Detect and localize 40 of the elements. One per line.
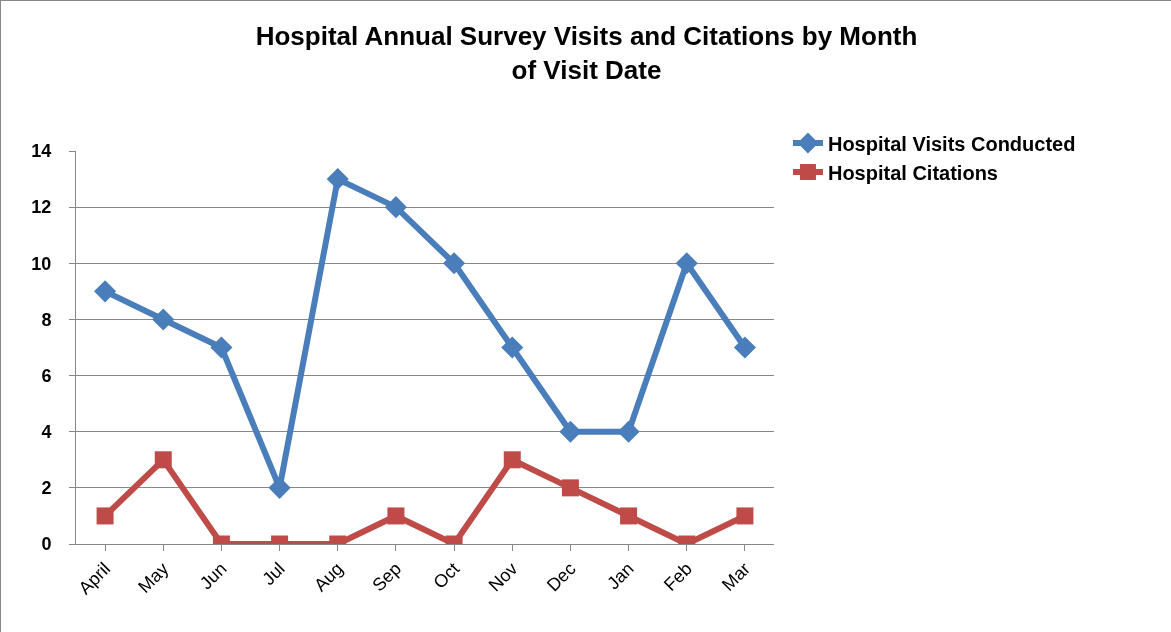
- x-tick-label: Aug: [310, 558, 347, 596]
- point: [733, 336, 756, 359]
- point: [154, 451, 172, 469]
- point: [96, 507, 114, 525]
- y-tick-label: 6: [41, 365, 52, 386]
- point: [94, 280, 117, 303]
- point: [617, 420, 640, 443]
- point: [326, 168, 349, 191]
- y-tick-label: 0: [41, 534, 52, 555]
- x-tick-label: Oct: [429, 558, 464, 593]
- y-tick-label: 8: [41, 309, 52, 330]
- point: [384, 196, 407, 219]
- y-tick-label: 2: [41, 478, 52, 499]
- point: [210, 336, 233, 359]
- x-tick-label: Jul: [258, 558, 289, 590]
- point: [561, 479, 579, 497]
- point: [736, 507, 754, 525]
- point: [675, 252, 698, 275]
- x-tick-label: Feb: [659, 558, 696, 595]
- point: [387, 507, 405, 525]
- x-tick-label: Jun: [195, 558, 231, 594]
- legend-label: Hospital Citations: [827, 161, 998, 184]
- x-tick-label: Mar: [718, 558, 755, 595]
- x-tick-label: Dec: [542, 558, 580, 596]
- y-tick-label: 12: [31, 197, 52, 218]
- x-tick-label: May: [134, 558, 173, 597]
- x-tick-label: Nov: [484, 558, 522, 596]
- y-tick-label: 14: [31, 141, 52, 162]
- x-tick-label: Sep: [368, 558, 406, 596]
- y-tick-label: 4: [41, 422, 52, 443]
- point: [152, 308, 175, 331]
- point: [501, 336, 524, 359]
- point: [620, 507, 638, 525]
- point: [559, 420, 582, 443]
- x-tick-label: Jan: [603, 558, 638, 594]
- legend-label: Hospital Visits Conducted: [827, 132, 1076, 155]
- point: [443, 252, 466, 275]
- y-tick-label: 10: [31, 253, 52, 274]
- point: [503, 451, 521, 469]
- chart-title: Hospital Annual Survey Visits and Citations by Month of Visit Date: [255, 21, 918, 86]
